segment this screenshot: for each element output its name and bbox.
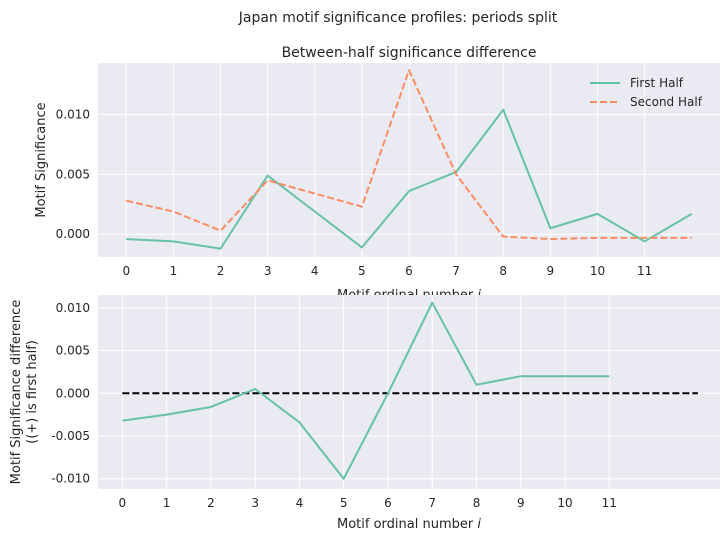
chart-top-y-axis-label: Motif Significance <box>34 102 49 217</box>
chart-top-x-tick-label: 3 <box>264 264 272 278</box>
chart-bottom-y-tick-label: 0.000 <box>56 386 90 400</box>
chart-top-x-tick-label: 4 <box>311 264 319 278</box>
chart-bottom-y-tick-label: 0.010 <box>56 301 90 315</box>
chart-top-title: Between-half significance difference <box>282 45 537 61</box>
chart-bottom-x-tick-label: 1 <box>163 496 171 510</box>
chart-top-y-tick-label: 0.005 <box>56 167 90 181</box>
chart-bottom-y-ticks: -0.010 -0.005 0.000 0.005 0.010 <box>51 301 90 486</box>
chart-bottom-y-axis-label-line2: ((+) is first half) <box>25 340 40 444</box>
chart-bottom-y-tick-label: 0.005 <box>56 344 90 358</box>
chart-bottom-x-tick-label: 3 <box>251 496 259 510</box>
chart-bottom-x-tick-label: 2 <box>207 496 215 510</box>
chart-bottom-x-axis-label: Motif ordinal number i <box>337 517 481 532</box>
chart-top-x-tick-label: 7 <box>452 264 460 278</box>
chart-bottom-series <box>122 301 698 480</box>
chart-top-series <box>126 69 693 250</box>
legend-label-second-half: Second Half <box>630 95 703 109</box>
chart-top-x-tick-label: 10 <box>590 264 605 278</box>
chart-top-x-tick-label: 5 <box>358 264 366 278</box>
chart-bottom-x-tick-label: 5 <box>340 496 348 510</box>
chart-bottom-x-tick-label: 11 <box>602 496 617 510</box>
chart-bottom-y-tick-label: -0.005 <box>51 429 90 443</box>
figure-suptitle: Japan motif significance profiles: perio… <box>238 10 558 26</box>
chart-top-y-tick-label: 0.000 <box>56 227 90 241</box>
legend-label-first-half: First Half <box>630 76 684 90</box>
legend: First Half Second Half <box>590 76 703 109</box>
chart-top-series-line-1 <box>126 69 692 241</box>
chart-bottom-y-axis-label-line1: Motif Significance difference <box>9 300 24 485</box>
chart-bottom-x-ticks: 0 1 2 3 4 5 6 7 8 9 10 11 <box>119 496 617 510</box>
chart-bottom-plot-area <box>98 295 720 489</box>
chart-top-x-tick-label: 6 <box>405 264 413 278</box>
chart-top: 0 1 2 3 4 5 6 7 8 9 10 11 0.000 0.005 0.010 Between-h… <box>34 45 720 303</box>
chart-top-y-tick-label: 0.010 <box>56 107 90 121</box>
chart-top-series-line-0 <box>126 108 693 250</box>
chart-bottom-x-tick-label: 7 <box>428 496 436 510</box>
chart-bottom-x-tick-label: 4 <box>296 496 304 510</box>
chart-top-x-tick-label: 8 <box>499 264 507 278</box>
chart-bottom-x-tick-label: 10 <box>557 496 572 510</box>
chart-top-x-tick-label: 9 <box>547 264 555 278</box>
chart-top-y-ticks: 0.000 0.005 0.010 <box>56 107 90 241</box>
chart-bottom-y-axis-label: Motif Significance difference ((+) is fi… <box>9 300 40 485</box>
chart-top-x-tick-label: 0 <box>122 264 130 278</box>
chart-bottom-y-tick-label: -0.010 <box>51 472 90 486</box>
chart-top-x-ticks: 0 1 2 3 4 5 6 7 8 9 10 11 <box>122 264 652 278</box>
chart-bottom-x-tick-label: 6 <box>384 496 392 510</box>
chart-bottom-series-line-0 <box>122 301 610 480</box>
chart-bottom: 0 1 2 3 4 5 6 7 8 9 10 11 -0.010 -0.005 0.000 0.005 0.0… <box>9 295 720 532</box>
chart-top-x-tick-label: 11 <box>637 264 652 278</box>
chart-top-x-tick-label: 2 <box>217 264 225 278</box>
chart-top-x-tick-label: 1 <box>170 264 178 278</box>
chart-bottom-x-tick-label: 9 <box>517 496 525 510</box>
chart-bottom-x-tick-label: 0 <box>119 496 127 510</box>
chart-top-gridlines <box>98 63 720 257</box>
chart-bottom-x-tick-label: 8 <box>473 496 481 510</box>
